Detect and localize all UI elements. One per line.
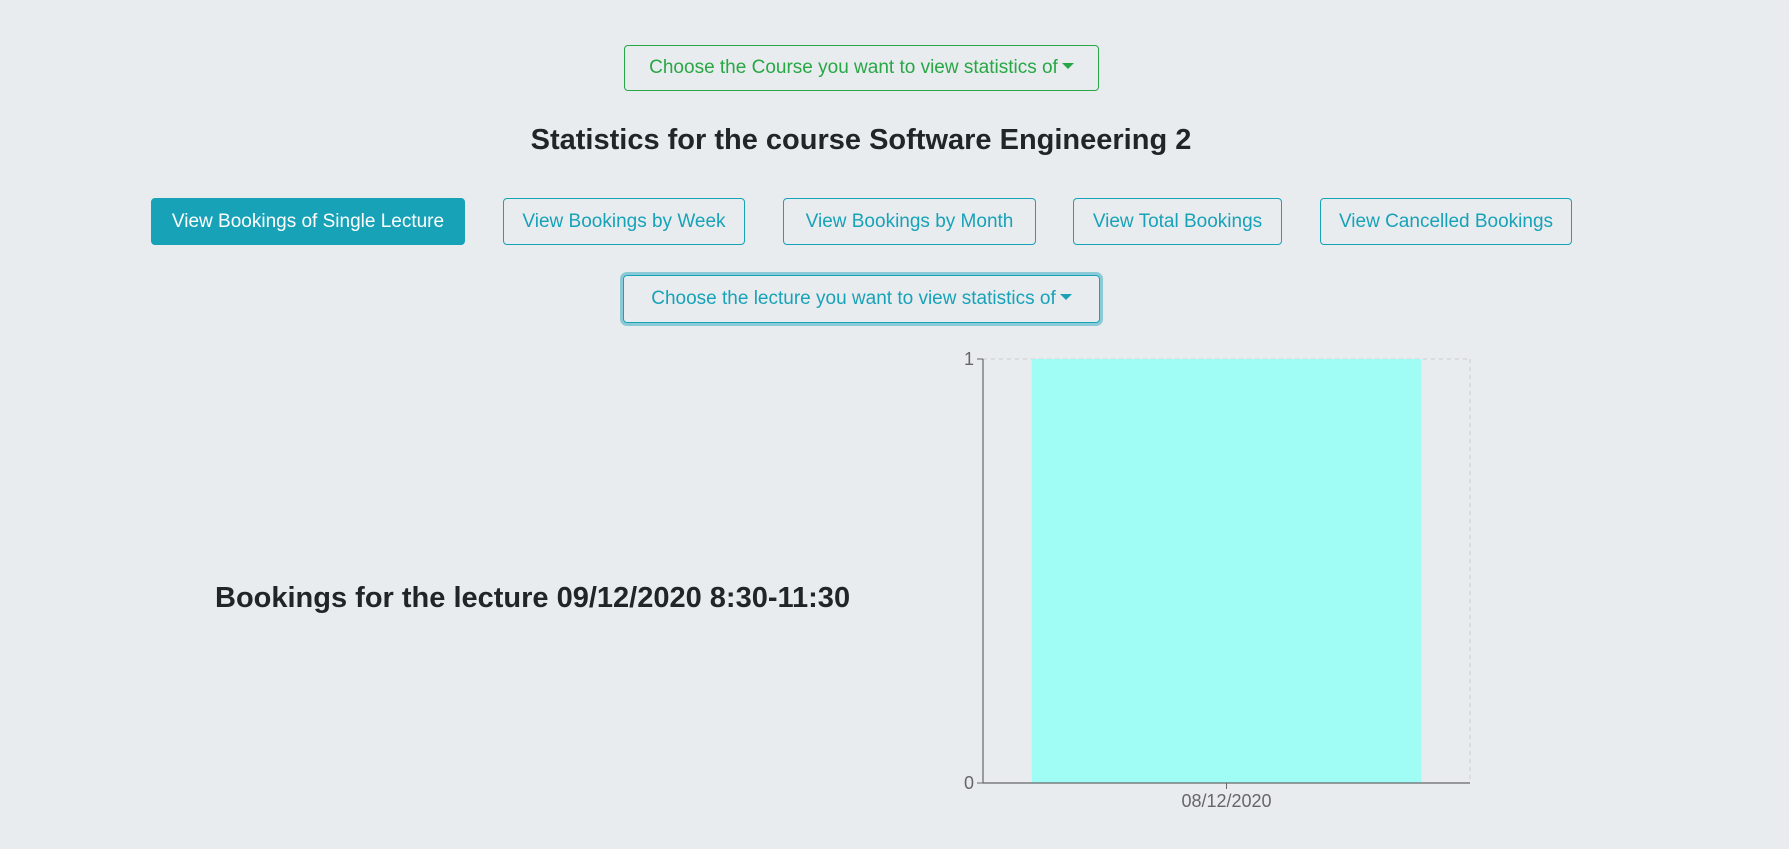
chart-bars	[1031, 359, 1422, 783]
caret-down-icon	[1059, 294, 1072, 300]
tab-cancelled-bookings[interactable]: View Cancelled Bookings	[1320, 198, 1572, 245]
page-title: Statistics for the course Software Engin…	[530, 124, 1192, 156]
lecture-dropdown[interactable]: Choose the lecture you want to view stat…	[623, 275, 1100, 323]
chart-x-ticks: 08/12/2020	[1181, 783, 1272, 811]
bookings-bar-chart: 01 08/12/2020	[964, 350, 1471, 811]
tab-single-lecture[interactable]: View Bookings of Single Lecture	[151, 198, 465, 245]
tab-total-bookings[interactable]: View Total Bookings	[1073, 198, 1282, 245]
lecture-dropdown-label: Choose the lecture you want to view stat…	[651, 288, 1056, 309]
bar[interactable]	[1031, 359, 1422, 783]
caret-down-icon	[1061, 63, 1074, 69]
course-dropdown[interactable]: Choose the Course you want to view stati…	[624, 45, 1099, 91]
x-tick-label: 08/12/2020	[1181, 791, 1271, 811]
course-dropdown-label: Choose the Course you want to view stati…	[649, 57, 1058, 78]
tab-by-week[interactable]: View Bookings by Week	[503, 198, 745, 245]
tab-by-month[interactable]: View Bookings by Month	[783, 198, 1036, 245]
chart-y-ticks: 01	[964, 350, 983, 793]
y-tick-label: 0	[964, 773, 974, 793]
lecture-heading: Bookings for the lecture 09/12/2020 8:30…	[215, 582, 851, 614]
y-tick-label: 1	[964, 350, 974, 369]
